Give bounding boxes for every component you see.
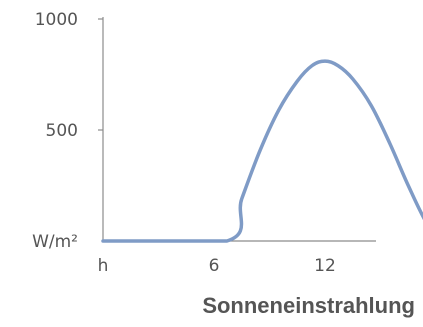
x-tick-label: 12 xyxy=(314,256,336,276)
x-tick-labels: 6121824 xyxy=(209,256,336,276)
x-tick-label: 6 xyxy=(209,256,220,276)
irradiance-series-line xyxy=(101,59,423,243)
chart-title: Sonneneinstrahlung xyxy=(202,293,415,318)
x-axis-unit-label: h xyxy=(98,256,109,276)
y-axis-unit-label: W/m² xyxy=(32,232,78,252)
y-tick-marks xyxy=(98,18,103,131)
y-tick-label: 1000 xyxy=(35,10,78,30)
y-tick-labels: 500 1000 xyxy=(35,10,78,141)
y-tick-label: 500 xyxy=(46,121,78,141)
